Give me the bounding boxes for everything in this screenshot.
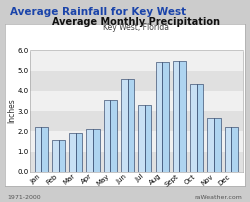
Bar [128,79,134,172]
Bar [93,129,100,172]
Bar [86,129,93,172]
Bar [180,61,186,172]
Bar [30,91,242,111]
Bar [69,133,76,172]
Bar [121,79,128,172]
Text: 1971-2000: 1971-2000 [8,195,41,200]
Bar [30,50,242,71]
Bar [41,127,48,172]
Bar [214,118,220,172]
Bar [138,105,145,172]
Text: Average Rainfall for Key West: Average Rainfall for Key West [10,7,186,17]
Bar [30,71,242,91]
Bar [30,131,242,152]
Bar [156,62,162,172]
Bar [58,140,65,172]
Text: raWeather.com: raWeather.com [194,195,242,200]
Bar [30,152,242,172]
Y-axis label: Inches: Inches [7,99,16,123]
Bar [145,105,152,172]
Bar [35,127,41,172]
Bar [104,100,110,172]
Bar [225,127,231,172]
Bar [190,84,197,172]
Bar [110,100,117,172]
Bar [76,133,82,172]
Bar [52,140,59,172]
Bar [173,61,180,172]
Bar [162,62,169,172]
Bar [30,111,242,131]
Bar [231,127,238,172]
Text: Key West, Florida: Key West, Florida [103,23,169,32]
Bar [197,84,203,172]
Text: Average Monthly Precipitation: Average Monthly Precipitation [52,17,220,27]
Bar [208,118,214,172]
